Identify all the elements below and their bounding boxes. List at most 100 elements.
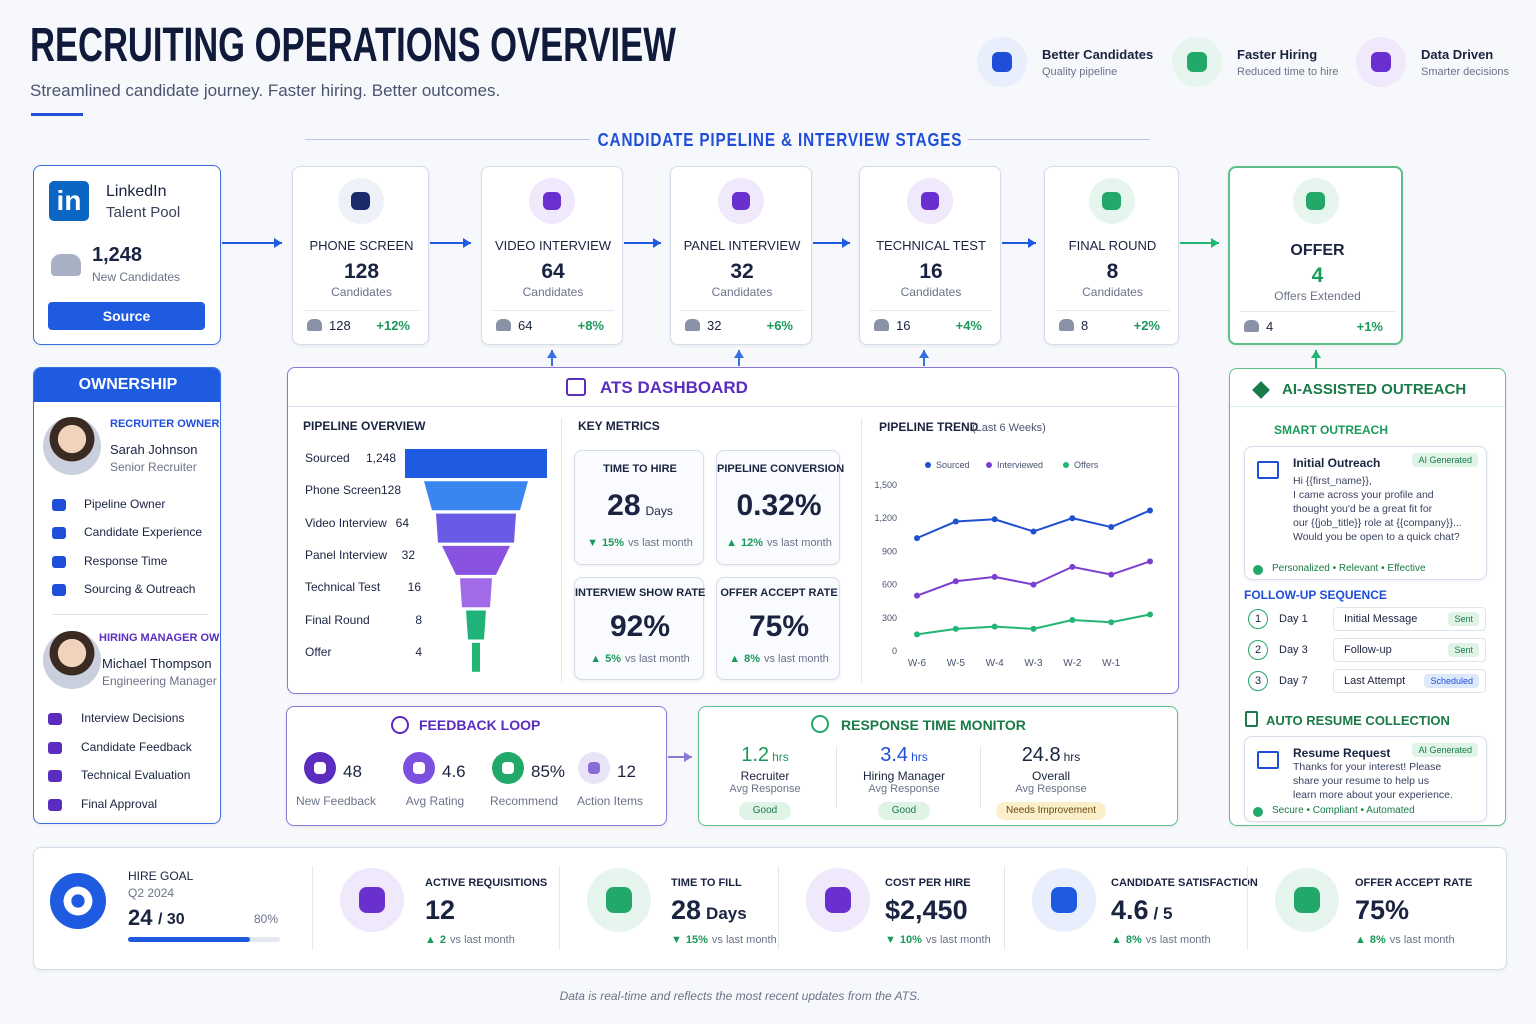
owner-item: Sourcing & Outreach — [84, 581, 196, 596]
owner-title: Senior Recruiter — [110, 460, 197, 474]
step-circle: 3 — [1248, 671, 1268, 691]
response-value-row: 1.2 hrs — [685, 744, 845, 767]
avatar — [43, 417, 101, 475]
response-sub: Avg Response — [868, 783, 940, 795]
icon-glyph — [351, 191, 370, 211]
kpi-icon — [340, 868, 404, 932]
metric-label: INTERVIEW SHOW RATE — [575, 587, 706, 599]
kpi-change: 8% — [1369, 934, 1386, 946]
feedback-value: 4.6 — [442, 762, 466, 781]
ats-icon — [566, 378, 586, 396]
kpi-value: 28 — [671, 895, 702, 925]
kpi-note: vs last month — [925, 934, 991, 946]
feedback-icon — [492, 752, 524, 784]
feedback-label: Recommend — [489, 794, 559, 808]
arrow: ▼ — [885, 934, 896, 946]
kpi-label: ACTIVE REQUISITIONS — [425, 877, 548, 889]
goal-sub: Q2 2024 — [128, 886, 175, 900]
stage-name: PANEL INTERVIEW — [683, 238, 801, 253]
kpi-value: 12 — [425, 895, 456, 925]
stage-change: +4% — [955, 318, 982, 333]
kpi-value: 4.6 — [1111, 895, 1149, 925]
target-icon — [50, 873, 106, 929]
feedback-icon — [391, 716, 409, 734]
icon-glyph — [992, 52, 1012, 72]
funnel-value: 128 — [380, 483, 401, 498]
source-count-label: New Candidates — [92, 270, 181, 284]
feedback-icon — [403, 752, 435, 784]
metric-change: 12% — [741, 537, 764, 549]
highlight-icon — [1172, 37, 1222, 87]
step-day: Day 3 — [1279, 644, 1308, 656]
arrow: ▲ — [726, 537, 738, 549]
kpi-change-row: ▼ 15% vs last month — [671, 934, 777, 946]
stage-unit: Candidates — [900, 285, 962, 299]
followup-title: FOLLOW-UP SEQUENCE — [1244, 588, 1387, 602]
metric-note: vs last month — [624, 653, 690, 665]
divider — [836, 746, 837, 808]
stage-change: +8% — [577, 318, 604, 333]
kpi-value-row: 28 Days — [671, 895, 747, 926]
icon-glyph — [1306, 191, 1325, 211]
response-sub: Avg Response — [729, 783, 801, 795]
owner-item: Interview Decisions — [81, 711, 185, 725]
step-box: Follow-up Sent — [1333, 638, 1486, 662]
funnel-value: 1,248 — [365, 451, 396, 465]
kpi-label: COST PER HIRE — [885, 877, 971, 889]
stage-count: 128 — [343, 260, 380, 283]
divider — [559, 866, 560, 950]
icon-glyph — [501, 761, 515, 775]
stage-icon — [718, 178, 764, 224]
owner-item: Final Approval — [81, 796, 158, 811]
kpi-value-row: 12 — [425, 895, 455, 926]
item-icon — [48, 741, 62, 754]
source-button[interactable]: Source — [48, 302, 205, 330]
kpi-bar — [33, 847, 1507, 970]
kpi-change: 10% — [899, 934, 922, 946]
highlight-subtitle: Quality pipeline — [1042, 66, 1118, 78]
metric-value: 75% — [748, 610, 810, 643]
message-card: Resume Request AI Generated Thanks for you… — [1244, 736, 1487, 822]
funnel-value: 16 — [407, 580, 421, 595]
funnel-label: Phone Screen — [305, 483, 382, 498]
step-message: Follow-up — [1344, 644, 1392, 656]
avatar — [43, 631, 101, 689]
metric-change: 15% — [602, 537, 625, 549]
ownership-panel: OWNERSHIP RECRUITER OWNER Sarah Johnson Sen… — [33, 367, 221, 824]
kpi-note: vs last month — [450, 934, 515, 946]
response-value-row: 3.4 hrs — [824, 744, 984, 767]
response-unit: hrs — [772, 750, 789, 764]
kpi-icon — [1032, 868, 1096, 932]
feedback-value: 48 — [343, 762, 362, 781]
response-label: Hiring Manager — [862, 769, 946, 783]
kpi-change-row: ▲ 8% vs last month — [1355, 934, 1455, 946]
stage-name: OFFER — [1290, 242, 1345, 259]
icon-glyph — [731, 191, 751, 211]
icon-glyph — [825, 887, 851, 913]
status-pill: Needs Improvement — [996, 802, 1106, 820]
ownership-header: OWNERSHIP — [34, 368, 220, 402]
funnel-label: Sourced — [305, 451, 350, 465]
item-icon — [52, 527, 66, 540]
icon-glyph — [542, 191, 562, 211]
response-value-row: 24.8 hrs — [971, 744, 1131, 767]
message-body: Hi {{first_name}}, — [1293, 475, 1372, 487]
icon-glyph — [1102, 191, 1121, 211]
owner-item: Technical Evaluation — [81, 768, 191, 782]
metric-note: vs last month — [628, 537, 693, 549]
progress-fill — [128, 937, 250, 942]
people-icon — [1059, 319, 1074, 331]
metric-change-row: ▼ 15% vs last month — [575, 537, 705, 549]
feedback-value: 12 — [617, 762, 636, 781]
message-body: thought you'd be a great fit for — [1293, 503, 1433, 515]
stage-change: +2% — [1133, 318, 1160, 333]
metric-card: INTERVIEW SHOW RATE 92% ▲ 5% vs last month — [574, 577, 706, 680]
step-status: Scheduled — [1424, 674, 1479, 688]
divider — [870, 310, 992, 311]
message-body: learn more about your experience. — [1293, 789, 1453, 801]
arrow: ▼ — [671, 934, 682, 946]
stage-name: VIDEO INTERVIEW — [494, 238, 612, 253]
response-value: 3.4 — [880, 744, 909, 766]
stage-count: 8 — [1106, 260, 1119, 283]
divider — [561, 418, 562, 683]
